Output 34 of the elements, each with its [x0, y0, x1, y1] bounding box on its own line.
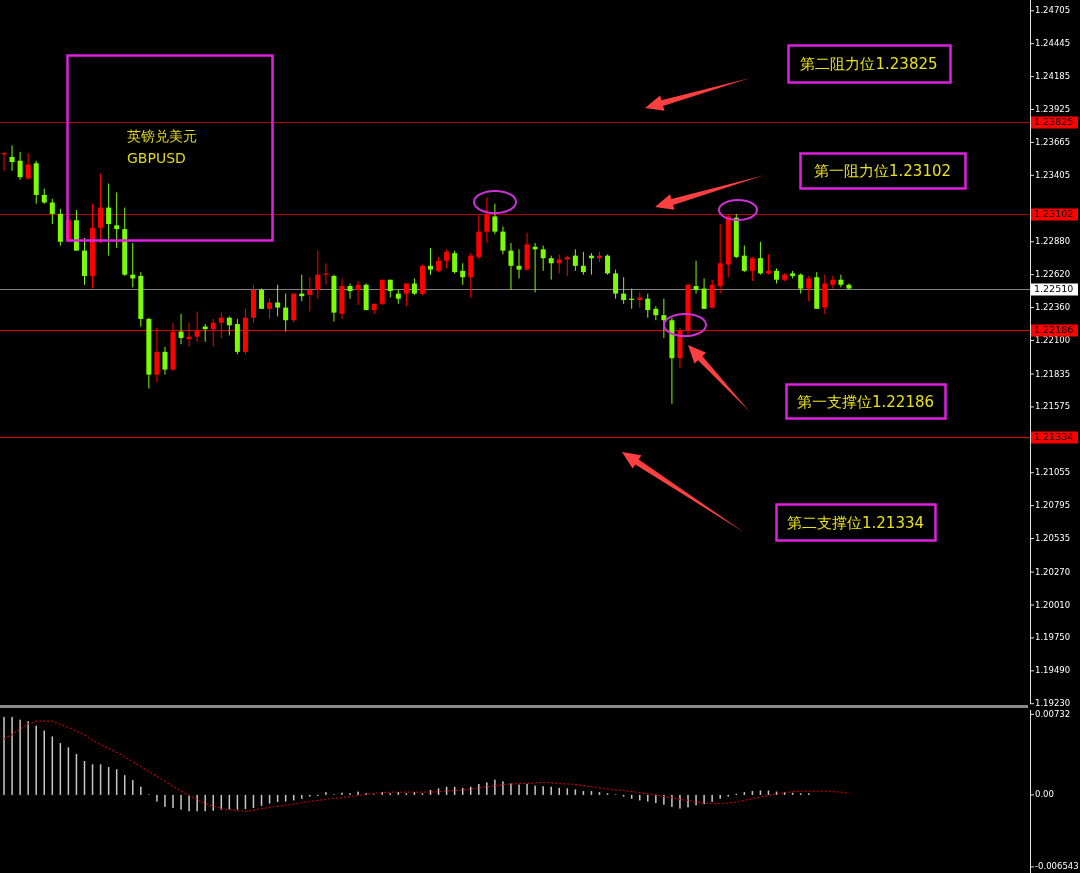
ref-line-label: 1.23102	[1034, 208, 1074, 219]
y-tick-label: -0.006543	[1035, 861, 1079, 872]
ref-line-label: 1.21334	[1034, 431, 1074, 442]
annotation: 第一支撑位1.22186	[796, 392, 935, 411]
y-tick-label: 1.19490	[1035, 665, 1071, 676]
y-tick-label: 1.24185	[1035, 71, 1071, 82]
y-tick-label: 0.00	[1035, 789, 1054, 800]
y-tick-label: 1.21575	[1035, 401, 1071, 412]
y-tick-label: 1.23925	[1035, 103, 1071, 114]
y-tick-label: 1.22880	[1035, 236, 1071, 247]
annotation: 第一阻力位1.23102	[813, 162, 952, 180]
y-tick-label: 1.24705	[1035, 5, 1071, 16]
y-tick-label: 1.20270	[1035, 566, 1071, 577]
y-tick-label: 1.23665	[1035, 136, 1071, 147]
y-tick-label: 1.23405	[1035, 169, 1071, 180]
y-tick-label: 1.22100	[1035, 334, 1071, 345]
y-tick-label: 0.00732	[1035, 708, 1071, 719]
ref-line-label: 1.22186	[1034, 324, 1074, 335]
y-tick-label: 1.24445	[1035, 38, 1071, 49]
y-tick-label: 1.19230	[1035, 698, 1071, 709]
annotation: 第二阻力位1.23825	[800, 55, 938, 73]
y-tick-label: 1.22620	[1035, 269, 1071, 280]
y-tick-label: 1.22360	[1035, 302, 1071, 313]
ref-line-label: 1.22510	[1034, 283, 1074, 294]
y-tick-label: 1.19750	[1035, 632, 1071, 643]
annotation: 第二支撑位1.21334	[786, 513, 925, 532]
y-tick-label: 1.21835	[1035, 368, 1071, 379]
text: GBPUSD	[127, 150, 186, 166]
y-tick-label: 1.20795	[1035, 500, 1071, 511]
ref-line-label: 1.23825	[1034, 116, 1074, 127]
y-tick-label: 1.21055	[1035, 467, 1071, 478]
y-tick-label: 1.20010	[1035, 599, 1071, 610]
text: 英镑兑美元	[127, 128, 197, 144]
y-tick-label: 1.20535	[1035, 533, 1071, 544]
